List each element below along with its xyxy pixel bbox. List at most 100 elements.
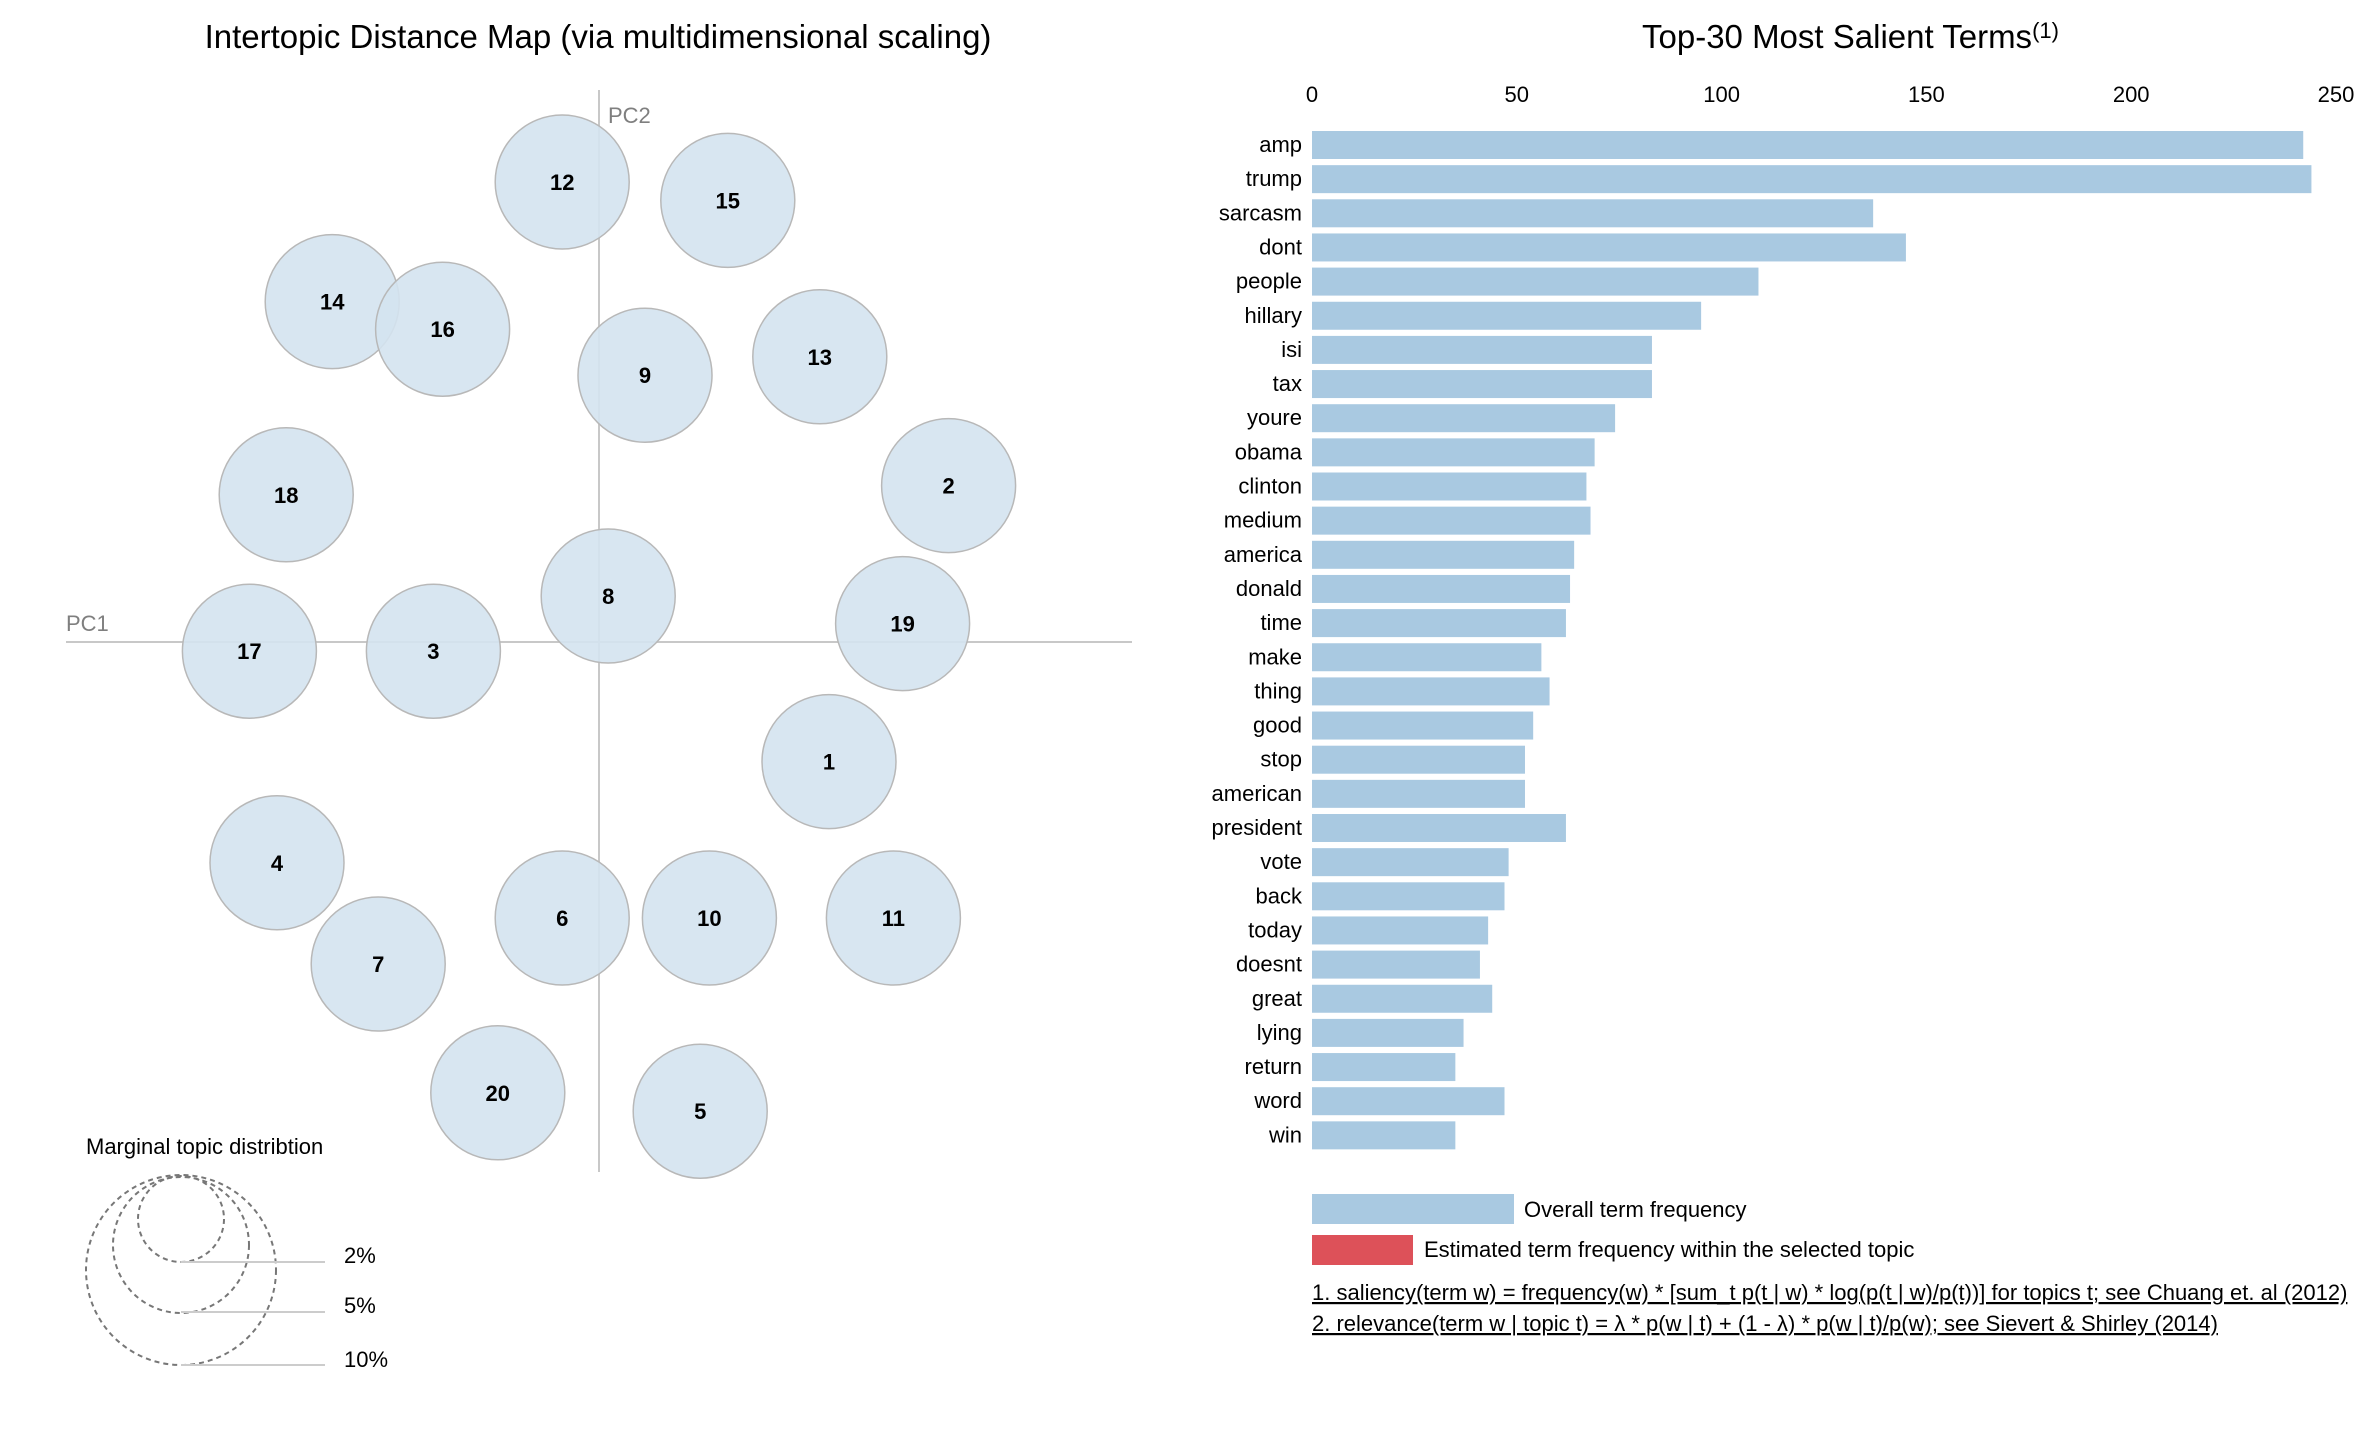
- bar-trump[interactable]: [1312, 165, 2312, 194]
- topic-circle-shape[interactable]: [218, 427, 354, 563]
- term-label-today[interactable]: today: [1248, 917, 1302, 942]
- topic-circle-shape[interactable]: [825, 850, 962, 986]
- topic-circle-15[interactable]: 15: [660, 132, 796, 269]
- bar-good[interactable]: [1312, 711, 1534, 740]
- term-label-amp[interactable]: amp: [1259, 132, 1302, 157]
- topic-circle-3[interactable]: 3: [365, 583, 502, 719]
- topic-circle-14[interactable]: 14: [264, 233, 400, 370]
- topic-circle-10[interactable]: 10: [641, 850, 778, 986]
- topic-circle-shape[interactable]: [310, 896, 446, 1032]
- term-label-stop[interactable]: stop: [1260, 747, 1302, 772]
- topic-circle-shape[interactable]: [880, 417, 1017, 554]
- term-label-lying[interactable]: lying: [1257, 1020, 1302, 1045]
- bar-thing[interactable]: [1312, 677, 1550, 706]
- term-label-win[interactable]: win: [1268, 1122, 1302, 1147]
- bar-youre[interactable]: [1312, 404, 1616, 433]
- topic-circle-13[interactable]: 13: [752, 289, 888, 425]
- term-label-back[interactable]: back: [1256, 883, 1303, 908]
- bar-lying[interactable]: [1312, 1018, 1464, 1047]
- bar-obama[interactable]: [1312, 438, 1595, 467]
- bar-sarcasm[interactable]: [1312, 199, 1874, 228]
- term-label-america[interactable]: america: [1224, 542, 1303, 567]
- bar-back[interactable]: [1312, 882, 1505, 911]
- term-label-sarcasm[interactable]: sarcasm: [1219, 200, 1302, 225]
- topic-circle-17[interactable]: 17: [181, 583, 318, 719]
- topic-circle-6[interactable]: 6: [494, 850, 630, 986]
- term-label-make[interactable]: make: [1248, 644, 1302, 669]
- term-label-youre[interactable]: youre: [1247, 405, 1302, 430]
- bar-tax[interactable]: [1312, 370, 1652, 399]
- term-label-dont[interactable]: dont: [1259, 234, 1302, 259]
- term-label-donald[interactable]: donald: [1236, 576, 1302, 601]
- topic-circle-shape[interactable]: [365, 583, 502, 719]
- bar-stop[interactable]: [1312, 745, 1525, 774]
- term-label-american[interactable]: american: [1212, 781, 1302, 806]
- bar-clinton[interactable]: [1312, 472, 1587, 501]
- topic-circle-1[interactable]: 1: [761, 693, 897, 830]
- topic-circle-shape[interactable]: [834, 555, 971, 692]
- topic-circle-8[interactable]: 8: [540, 528, 676, 664]
- term-label-isi[interactable]: isi: [1281, 337, 1302, 362]
- bar-donald[interactable]: [1312, 574, 1571, 603]
- term-label-clinton[interactable]: clinton: [1238, 474, 1302, 499]
- bar-return[interactable]: [1312, 1053, 1456, 1082]
- topic-circle-4[interactable]: 4: [209, 795, 345, 931]
- bar-dont[interactable]: [1312, 233, 1906, 262]
- bar-medium[interactable]: [1312, 506, 1591, 535]
- bar-doesnt[interactable]: [1312, 950, 1480, 979]
- bar-great[interactable]: [1312, 984, 1493, 1013]
- salient-term-bars[interactable]: [1312, 131, 2312, 1150]
- topic-circle-16[interactable]: 16: [374, 261, 511, 397]
- term-label-medium[interactable]: medium: [1224, 508, 1302, 533]
- bar-vote[interactable]: [1312, 848, 1509, 877]
- topic-circle-19[interactable]: 19: [834, 555, 971, 692]
- topic-circle-20[interactable]: 20: [430, 1025, 566, 1161]
- term-label-good[interactable]: good: [1253, 713, 1302, 738]
- bar-amp[interactable]: [1312, 131, 2304, 159]
- bar-people[interactable]: [1312, 267, 1759, 296]
- topic-circle-shape[interactable]: [540, 528, 676, 664]
- topic-circle-shape[interactable]: [761, 693, 897, 830]
- topic-circle-shape[interactable]: [632, 1043, 768, 1179]
- topic-circle-11[interactable]: 11: [825, 850, 962, 986]
- bar-american[interactable]: [1312, 779, 1525, 808]
- bar-make[interactable]: [1312, 643, 1542, 672]
- topic-circle-18[interactable]: 18: [218, 427, 354, 563]
- term-label-time[interactable]: time: [1260, 610, 1302, 635]
- topic-circle-5[interactable]: 5: [632, 1043, 768, 1179]
- topic-circle-shape[interactable]: [641, 850, 778, 986]
- bar-today[interactable]: [1312, 916, 1489, 945]
- bar-isi[interactable]: [1312, 335, 1652, 364]
- bar-win[interactable]: [1312, 1121, 1456, 1150]
- term-label-return[interactable]: return: [1245, 1054, 1302, 1079]
- term-label-trump[interactable]: trump: [1246, 166, 1302, 191]
- term-label-word[interactable]: word: [1253, 1088, 1302, 1113]
- bar-time[interactable]: [1312, 609, 1566, 638]
- term-label-obama[interactable]: obama: [1235, 439, 1303, 464]
- topic-circle-2[interactable]: 2: [880, 417, 1017, 554]
- topic-circle-shape[interactable]: [577, 307, 713, 443]
- term-label-president[interactable]: president: [1211, 815, 1302, 840]
- bar-word[interactable]: [1312, 1087, 1505, 1116]
- term-labels[interactable]: amp trump sarcasm dont people hillary isi tax yo…: [1211, 132, 1303, 1147]
- term-label-vote[interactable]: vote: [1260, 849, 1302, 874]
- term-label-doesnt[interactable]: doesnt: [1236, 952, 1302, 977]
- term-label-tax[interactable]: tax: [1273, 371, 1302, 396]
- topic-circle-shape[interactable]: [752, 289, 888, 425]
- topic-circle-shape[interactable]: [660, 132, 796, 269]
- topic-circle-shape[interactable]: [430, 1025, 566, 1161]
- bar-president[interactable]: [1312, 814, 1566, 842]
- topic-circle-shape[interactable]: [494, 850, 630, 986]
- term-label-people[interactable]: people: [1236, 269, 1302, 294]
- topic-circle-7[interactable]: 7: [310, 896, 446, 1032]
- bar-hillary[interactable]: [1312, 301, 1702, 330]
- topic-circle-shape[interactable]: [209, 795, 345, 931]
- term-label-thing[interactable]: thing: [1254, 678, 1302, 703]
- topic-circle-shape[interactable]: [494, 114, 630, 250]
- term-label-hillary[interactable]: hillary: [1245, 303, 1302, 328]
- topic-circle-shape[interactable]: [374, 261, 511, 397]
- bar-america[interactable]: [1312, 540, 1575, 569]
- topic-circle-12[interactable]: 12: [494, 114, 630, 250]
- topic-circle-shape[interactable]: [181, 583, 318, 719]
